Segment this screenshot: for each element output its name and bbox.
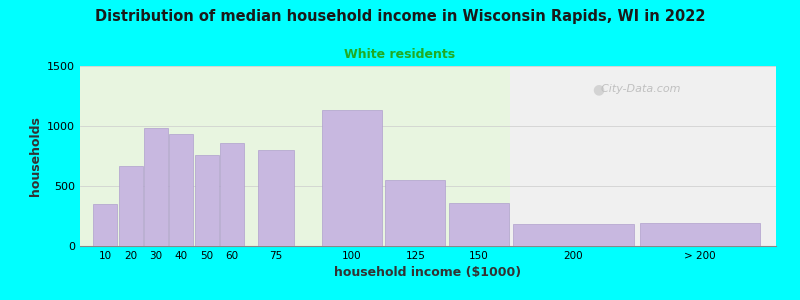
Bar <box>220 143 244 246</box>
Text: ●: ● <box>593 82 605 96</box>
Bar <box>118 166 142 246</box>
Bar <box>640 223 760 246</box>
Bar <box>386 180 446 246</box>
Text: Distribution of median household income in Wisconsin Rapids, WI in 2022: Distribution of median household income … <box>94 9 706 24</box>
Bar <box>510 66 776 246</box>
Bar <box>194 155 218 246</box>
Bar <box>258 150 294 246</box>
X-axis label: household income ($1000): household income ($1000) <box>334 266 522 279</box>
Bar <box>144 128 168 246</box>
Bar <box>80 66 510 246</box>
Bar <box>94 204 118 246</box>
Bar <box>322 110 382 246</box>
Text: White residents: White residents <box>345 48 455 61</box>
Bar <box>170 134 194 246</box>
Bar <box>449 203 509 246</box>
Y-axis label: households: households <box>29 116 42 196</box>
Bar <box>514 224 634 246</box>
Text: City-Data.com: City-Data.com <box>594 84 680 94</box>
